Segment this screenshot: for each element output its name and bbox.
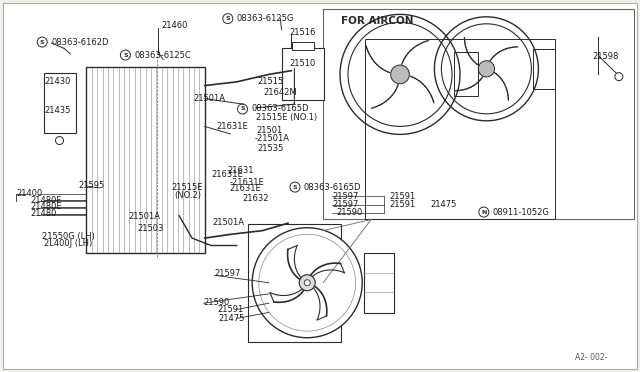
- Circle shape: [390, 65, 410, 84]
- Bar: [292, 42, 314, 50]
- Text: 21591: 21591: [218, 305, 244, 314]
- Text: 08363-6125C: 08363-6125C: [134, 51, 191, 60]
- Text: 08363-6165D: 08363-6165D: [252, 105, 309, 113]
- Text: 21501A: 21501A: [212, 218, 244, 227]
- Text: 21597: 21597: [333, 200, 359, 209]
- Text: (NO.2): (NO.2): [174, 191, 201, 200]
- Text: 08363-6125G: 08363-6125G: [237, 14, 294, 23]
- Circle shape: [615, 73, 623, 81]
- Text: S: S: [40, 39, 45, 45]
- Text: S: S: [225, 16, 230, 21]
- Text: 21590: 21590: [336, 208, 362, 217]
- Text: 2L400J (LH): 2L400J (LH): [44, 239, 92, 248]
- Circle shape: [478, 61, 495, 77]
- Circle shape: [252, 228, 362, 338]
- Text: 21501A: 21501A: [193, 94, 225, 103]
- Text: 21435: 21435: [45, 106, 71, 115]
- Text: 21535: 21535: [257, 144, 284, 153]
- Text: 08363-6162D: 08363-6162D: [51, 38, 109, 46]
- Bar: [282, 48, 324, 100]
- Text: 21480E: 21480E: [31, 202, 62, 211]
- Text: 21400: 21400: [16, 189, 42, 198]
- Text: 21631E: 21631E: [211, 170, 243, 179]
- Bar: [323, 9, 634, 219]
- Text: 21632: 21632: [242, 194, 268, 203]
- Text: 21642M: 21642M: [264, 88, 298, 97]
- Text: 21591: 21591: [389, 192, 415, 201]
- Text: 21598: 21598: [592, 52, 618, 61]
- Text: 21597: 21597: [333, 192, 359, 201]
- Text: S: S: [123, 52, 128, 58]
- Text: 21515: 21515: [257, 77, 284, 86]
- Text: 21475: 21475: [430, 200, 456, 209]
- Text: S: S: [240, 106, 245, 112]
- Text: 21515E: 21515E: [172, 183, 203, 192]
- Text: 21631: 21631: [227, 166, 253, 175]
- Text: 21550G (LH): 21550G (LH): [42, 232, 95, 241]
- Text: 21510: 21510: [289, 60, 316, 68]
- Circle shape: [56, 137, 63, 145]
- Text: 08911-1052G: 08911-1052G: [493, 208, 550, 217]
- Bar: [364, 253, 394, 313]
- Circle shape: [300, 275, 315, 291]
- Text: 21631E: 21631E: [216, 122, 248, 131]
- Text: 21480: 21480: [31, 209, 57, 218]
- Bar: [248, 224, 341, 342]
- Text: 21631E: 21631E: [229, 185, 261, 193]
- Text: -21631E: -21631E: [229, 178, 264, 187]
- Text: N: N: [481, 209, 486, 215]
- Text: 08363-6165D: 08363-6165D: [304, 183, 362, 192]
- Bar: [365, 39, 555, 219]
- Bar: [44, 73, 76, 132]
- Text: 21515E (NO.1): 21515E (NO.1): [256, 113, 317, 122]
- Text: 21591: 21591: [389, 200, 415, 209]
- Text: 21480F: 21480F: [31, 196, 62, 205]
- Text: FOR AIRCON: FOR AIRCON: [341, 16, 413, 26]
- Text: 21501: 21501: [256, 126, 282, 135]
- Text: A2- 002-: A2- 002-: [575, 353, 607, 362]
- Text: 21590: 21590: [204, 298, 230, 307]
- Text: 21597: 21597: [214, 269, 241, 278]
- Text: 21595: 21595: [78, 182, 104, 190]
- Bar: [533, 49, 556, 89]
- Text: 21430: 21430: [45, 77, 71, 86]
- Text: 21475: 21475: [219, 314, 245, 323]
- Text: S: S: [292, 185, 298, 190]
- Text: 21501A: 21501A: [128, 212, 160, 221]
- Circle shape: [304, 280, 310, 286]
- Bar: [86, 67, 205, 253]
- Text: -21501A: -21501A: [255, 134, 290, 143]
- Text: 21460: 21460: [161, 21, 188, 30]
- Text: 21503: 21503: [138, 224, 164, 232]
- Bar: [454, 52, 478, 96]
- Text: 21516: 21516: [289, 28, 316, 37]
